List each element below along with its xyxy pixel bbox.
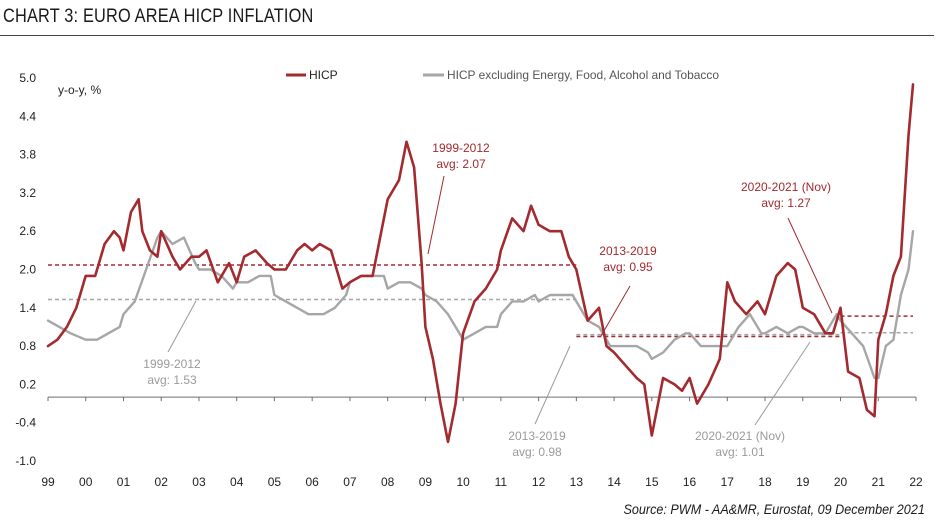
average-reference-lines — [48, 264, 913, 338]
x-tick-label: 07 — [343, 475, 357, 489]
annotation-label: 1999-2012 — [143, 357, 201, 371]
x-tick-label: 10 — [456, 475, 470, 489]
title-divider — [0, 35, 934, 36]
x-tick-label: 08 — [381, 475, 395, 489]
annotation-leader-line — [534, 345, 571, 425]
series-lines — [46, 83, 915, 444]
annotation-label: 1999-2012 — [432, 141, 490, 155]
source-note: Source: PWM - AA&MR, Eurostat, 09 Decemb… — [623, 501, 925, 517]
y-tick-label: 4.4 — [19, 109, 36, 123]
annotation-label: 2020-2021 (Nov) — [695, 429, 785, 443]
x-tick-label: 20 — [834, 475, 848, 489]
legend-label-core: HICP excluding Energy, Food, Alcohol and… — [447, 68, 719, 82]
y-tick-label: -1.0 — [15, 454, 36, 468]
annotation-leader-line — [167, 300, 197, 353]
annotations: 1999-2012 avg: 2.07 1999-2012 avg: 1.53 2013… — [143, 141, 833, 459]
y-tick-label: 0.2 — [19, 377, 36, 391]
x-tick-label: 00 — [79, 475, 93, 489]
y-tick-label: 5.0 — [19, 71, 36, 85]
core-hicp-series-line — [46, 229, 915, 380]
x-tick-label: 14 — [607, 475, 621, 489]
legend: HICP HICP excluding Energy, Food, Alcohol… — [286, 68, 719, 82]
x-tick-label: 21 — [872, 475, 886, 489]
x-tick-label: 04 — [230, 475, 244, 489]
hicp-series-line — [46, 83, 915, 444]
annotation-leader-line — [787, 217, 833, 314]
x-tick-label: 11 — [495, 475, 508, 489]
x-tick-label: 09 — [419, 475, 433, 489]
y-tick-label: 2.6 — [19, 224, 36, 238]
y-tick-label: 3.8 — [19, 148, 36, 162]
axes: 99 00 01 02 03 04 05 06 07 08 09 10 11 12 13 14 15 16 17 18… — [15, 71, 923, 489]
annotation-label: avg: 2.07 — [436, 157, 486, 171]
annotation-label: 2020-2021 (Nov) — [741, 180, 831, 194]
annotation-label: avg: 0.95 — [603, 260, 653, 274]
y-tick-label: 1.4 — [19, 301, 36, 315]
legend-label-hicp: HICP — [309, 68, 338, 82]
x-tick-label: 03 — [192, 475, 206, 489]
annotation-leader-line — [754, 341, 811, 426]
x-tick-label: 13 — [570, 475, 584, 489]
annotation-label: avg: 1.53 — [147, 373, 197, 387]
annotation-label: avg: 1.01 — [715, 445, 765, 459]
annotation-label: avg: 1.27 — [761, 196, 811, 210]
chart-title: CHART 3: EURO AREA HICP INFLATION — [3, 6, 314, 27]
x-tick-label: 02 — [155, 475, 169, 489]
x-tick-label: 01 — [117, 475, 131, 489]
y-tick-label: -0.4 — [15, 416, 36, 430]
y-tick-label: 3.2 — [19, 186, 36, 200]
x-tick-label: 18 — [758, 475, 772, 489]
x-tick-label: 19 — [796, 475, 810, 489]
x-tick-label: 17 — [721, 475, 735, 489]
y-axis-label: y-o-y, % — [58, 83, 101, 97]
annotation-leader-line — [600, 285, 631, 337]
x-tick-label: 06 — [305, 475, 319, 489]
annotation-label: 2013-2019 — [599, 244, 657, 258]
annotation-label: 2013-2019 — [508, 429, 566, 443]
x-tick-label: 12 — [532, 475, 546, 489]
annotation-leader-line — [427, 175, 445, 255]
y-tick-label: 2.0 — [19, 263, 36, 277]
x-tick-label: 22 — [909, 475, 923, 489]
x-tick-label: 15 — [645, 475, 659, 489]
x-tick-label: 99 — [41, 475, 55, 489]
annotation-label: avg: 0.98 — [512, 445, 562, 459]
x-tick-label: 16 — [683, 475, 697, 489]
x-tick-label: 05 — [268, 475, 282, 489]
y-tick-label: 0.8 — [19, 339, 36, 353]
